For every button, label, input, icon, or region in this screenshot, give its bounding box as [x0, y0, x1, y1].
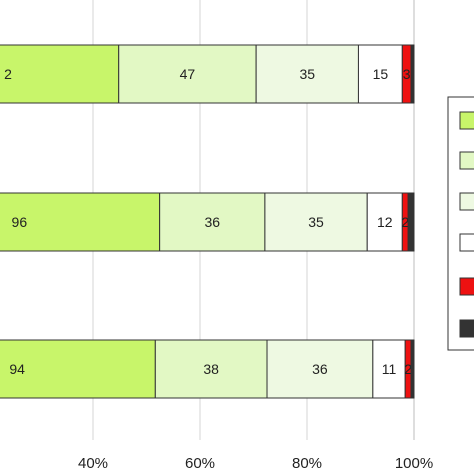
data-label: 15 [373, 66, 389, 82]
legend-swatch [459, 277, 474, 296]
bar-segment [357, 44, 403, 104]
data-label: 2 [404, 361, 412, 377]
x-axis-ticks: 40% 60% 80% 100% [78, 455, 433, 472]
legend-swatch [459, 192, 474, 211]
bar-segment [410, 339, 415, 399]
data-label: 94 [9, 361, 25, 377]
bar-segment [118, 44, 257, 104]
data-label: 2 [401, 214, 409, 230]
data-label: 38 [203, 361, 219, 377]
data-label: 36 [312, 361, 328, 377]
bar-segment [0, 44, 120, 104]
bar-segment [154, 339, 268, 399]
bar-segment [372, 339, 406, 399]
data-label: 36 [204, 214, 220, 230]
legend-swatch [459, 319, 474, 338]
data-label: 12 [377, 214, 393, 230]
bar-segment [255, 44, 359, 104]
data-label: 3 [403, 66, 411, 82]
x-tick-label: 40% [78, 455, 108, 472]
x-tick-label: 80% [292, 455, 322, 472]
legend-swatch [459, 111, 474, 130]
bars: 2 47 35 15 3 96 36 35 12 2 94 38 36 11 2 [0, 44, 415, 399]
data-label: 47 [180, 66, 196, 82]
bar-segment [410, 44, 415, 104]
data-label: 2 [4, 66, 12, 82]
legend-swatch [459, 233, 474, 252]
bar-segment [159, 192, 266, 252]
legend [447, 96, 474, 351]
data-label: 96 [12, 214, 28, 230]
x-tick-label: 60% [185, 455, 215, 472]
data-label: 11 [382, 361, 397, 377]
legend-swatch [459, 151, 474, 170]
data-label: 35 [308, 214, 324, 230]
x-tick-label: 100% [395, 455, 433, 472]
legend-box [447, 96, 474, 351]
bar-segment [407, 192, 415, 252]
data-label: 35 [300, 66, 316, 82]
